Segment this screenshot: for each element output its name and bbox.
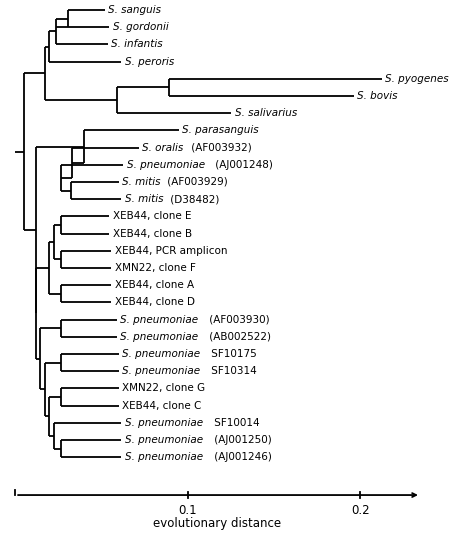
Text: XEB44, PCR amplicon: XEB44, PCR amplicon: [115, 246, 227, 256]
Text: S. pneumoniae: S. pneumoniae: [127, 160, 205, 170]
Text: S. sanguis: S. sanguis: [108, 5, 161, 15]
Text: XEB44, clone D: XEB44, clone D: [115, 297, 195, 308]
Text: (AF003930): (AF003930): [206, 315, 270, 325]
Text: S. salivarius: S. salivarius: [235, 108, 297, 118]
Text: (D38482): (D38482): [167, 194, 219, 204]
Text: S. bovis: S. bovis: [357, 91, 398, 101]
Text: SF10014: SF10014: [210, 418, 259, 428]
Text: XEB44, clone C: XEB44, clone C: [122, 400, 201, 411]
Text: S. infantis: S. infantis: [111, 39, 163, 49]
Text: SF10314: SF10314: [208, 366, 256, 376]
Text: (AJ001246): (AJ001246): [210, 452, 272, 462]
Text: S. pneumoniae: S. pneumoniae: [120, 315, 198, 325]
Text: 0.1: 0.1: [179, 504, 197, 517]
Text: XMN22, clone G: XMN22, clone G: [122, 383, 205, 393]
Text: S. pneumoniae: S. pneumoniae: [122, 366, 200, 376]
Text: (AJ001250): (AJ001250): [210, 435, 271, 445]
Text: S. mitis: S. mitis: [122, 177, 161, 187]
Text: S. pneumoniae: S. pneumoniae: [122, 349, 200, 359]
Text: S. parasanguis: S. parasanguis: [182, 125, 259, 136]
Text: S. pneumoniae: S. pneumoniae: [125, 435, 203, 445]
Text: XEB44, clone E: XEB44, clone E: [113, 211, 191, 221]
Text: S. pneumoniae: S. pneumoniae: [120, 332, 198, 342]
Text: (AJ001248): (AJ001248): [212, 160, 273, 170]
Text: (AB002522): (AB002522): [206, 332, 271, 342]
Text: (AF003929): (AF003929): [164, 177, 228, 187]
Text: 0.2: 0.2: [351, 504, 370, 517]
Text: S. peroris: S. peroris: [125, 57, 174, 66]
Text: evolutionary distance: evolutionary distance: [153, 517, 281, 530]
Text: (AF003932): (AF003932): [188, 143, 251, 153]
Text: S. pyogenes: S. pyogenes: [385, 74, 449, 84]
Text: XEB44, clone A: XEB44, clone A: [115, 280, 194, 290]
Text: S. oralis: S. oralis: [142, 143, 183, 153]
Text: S. gordonii: S. gordonii: [113, 22, 169, 32]
Text: XEB44, clone B: XEB44, clone B: [113, 228, 192, 239]
Text: S. mitis: S. mitis: [125, 194, 164, 204]
Text: S. pneumoniae: S. pneumoniae: [125, 418, 203, 428]
Text: S. pneumoniae: S. pneumoniae: [125, 452, 203, 462]
Text: XMN22, clone F: XMN22, clone F: [115, 263, 195, 273]
Text: SF10175: SF10175: [208, 349, 256, 359]
